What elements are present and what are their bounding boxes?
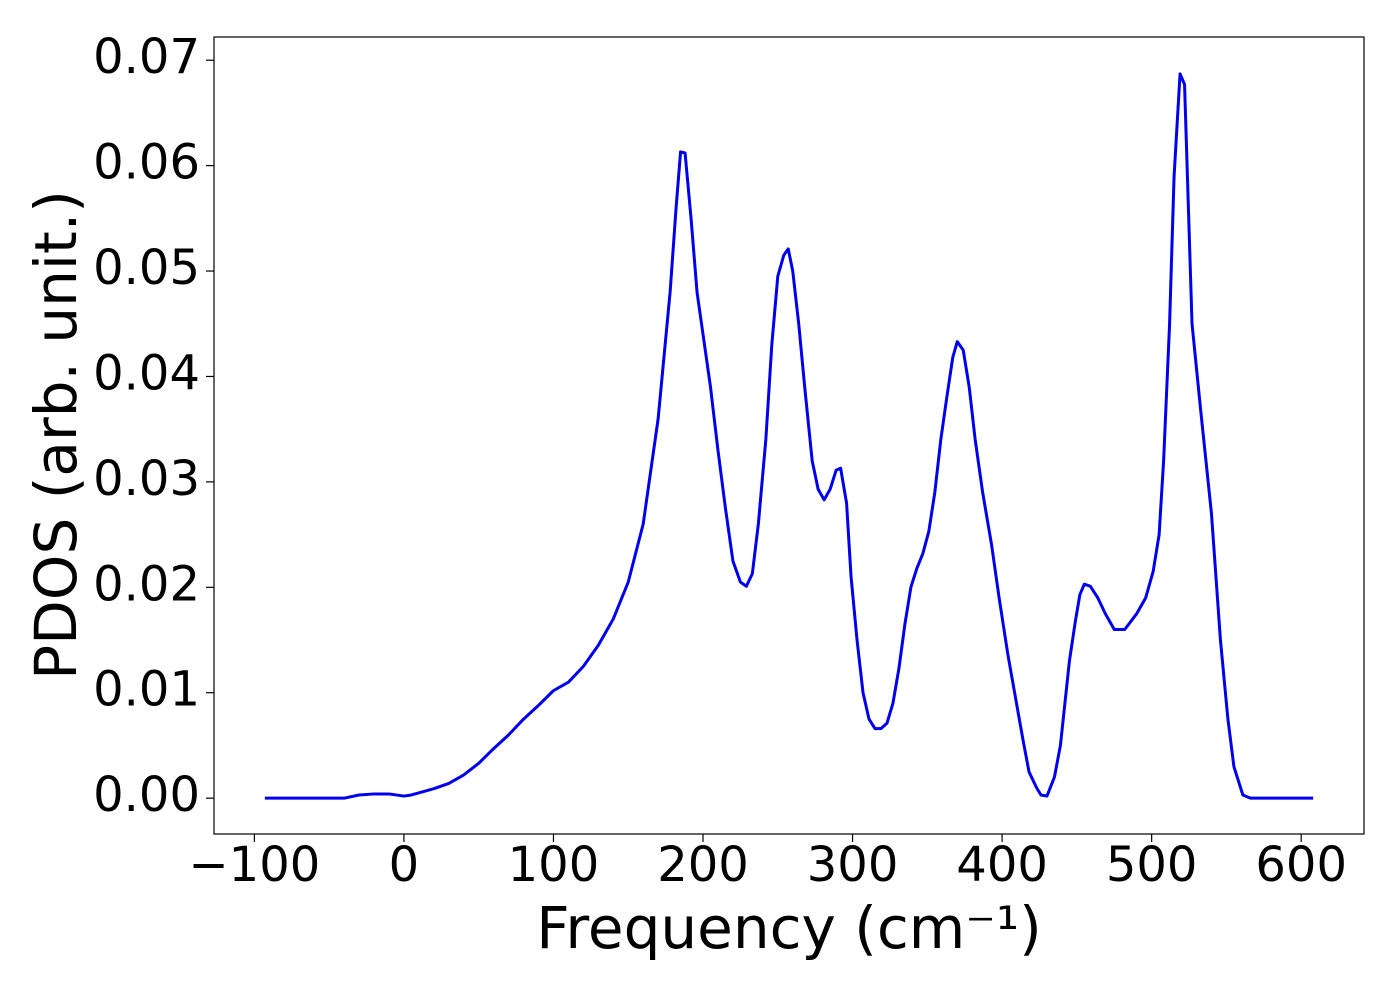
y-tick-label: 0.07	[93, 29, 200, 85]
x-tick-label: 400	[956, 837, 1048, 893]
y-tick-label: 0.02	[93, 556, 200, 612]
y-axis-label: PDOS (arb. unit.)	[22, 190, 90, 680]
y-tick-label: 0.04	[93, 345, 200, 401]
y-tick-label: 0.00	[93, 767, 200, 823]
data-line	[264, 72, 1314, 800]
y-tick-label: 0.01	[93, 662, 200, 718]
y-tick-label: 0.05	[93, 240, 200, 296]
x-tick-label: 100	[508, 837, 600, 893]
x-tick-label: 300	[807, 837, 899, 893]
y-tick-label: 0.03	[93, 451, 200, 507]
x-tick-label: 200	[657, 837, 749, 893]
y-tick-label: 0.06	[93, 135, 200, 191]
plot-frame	[213, 36, 1365, 835]
x-tick-label: 600	[1255, 837, 1347, 893]
x-tick-label: −100	[188, 837, 320, 893]
x-axis-label: Frequency (cm⁻¹)	[536, 894, 1042, 962]
x-tick-label: 0	[389, 837, 420, 893]
x-tick-label: 500	[1106, 837, 1198, 893]
